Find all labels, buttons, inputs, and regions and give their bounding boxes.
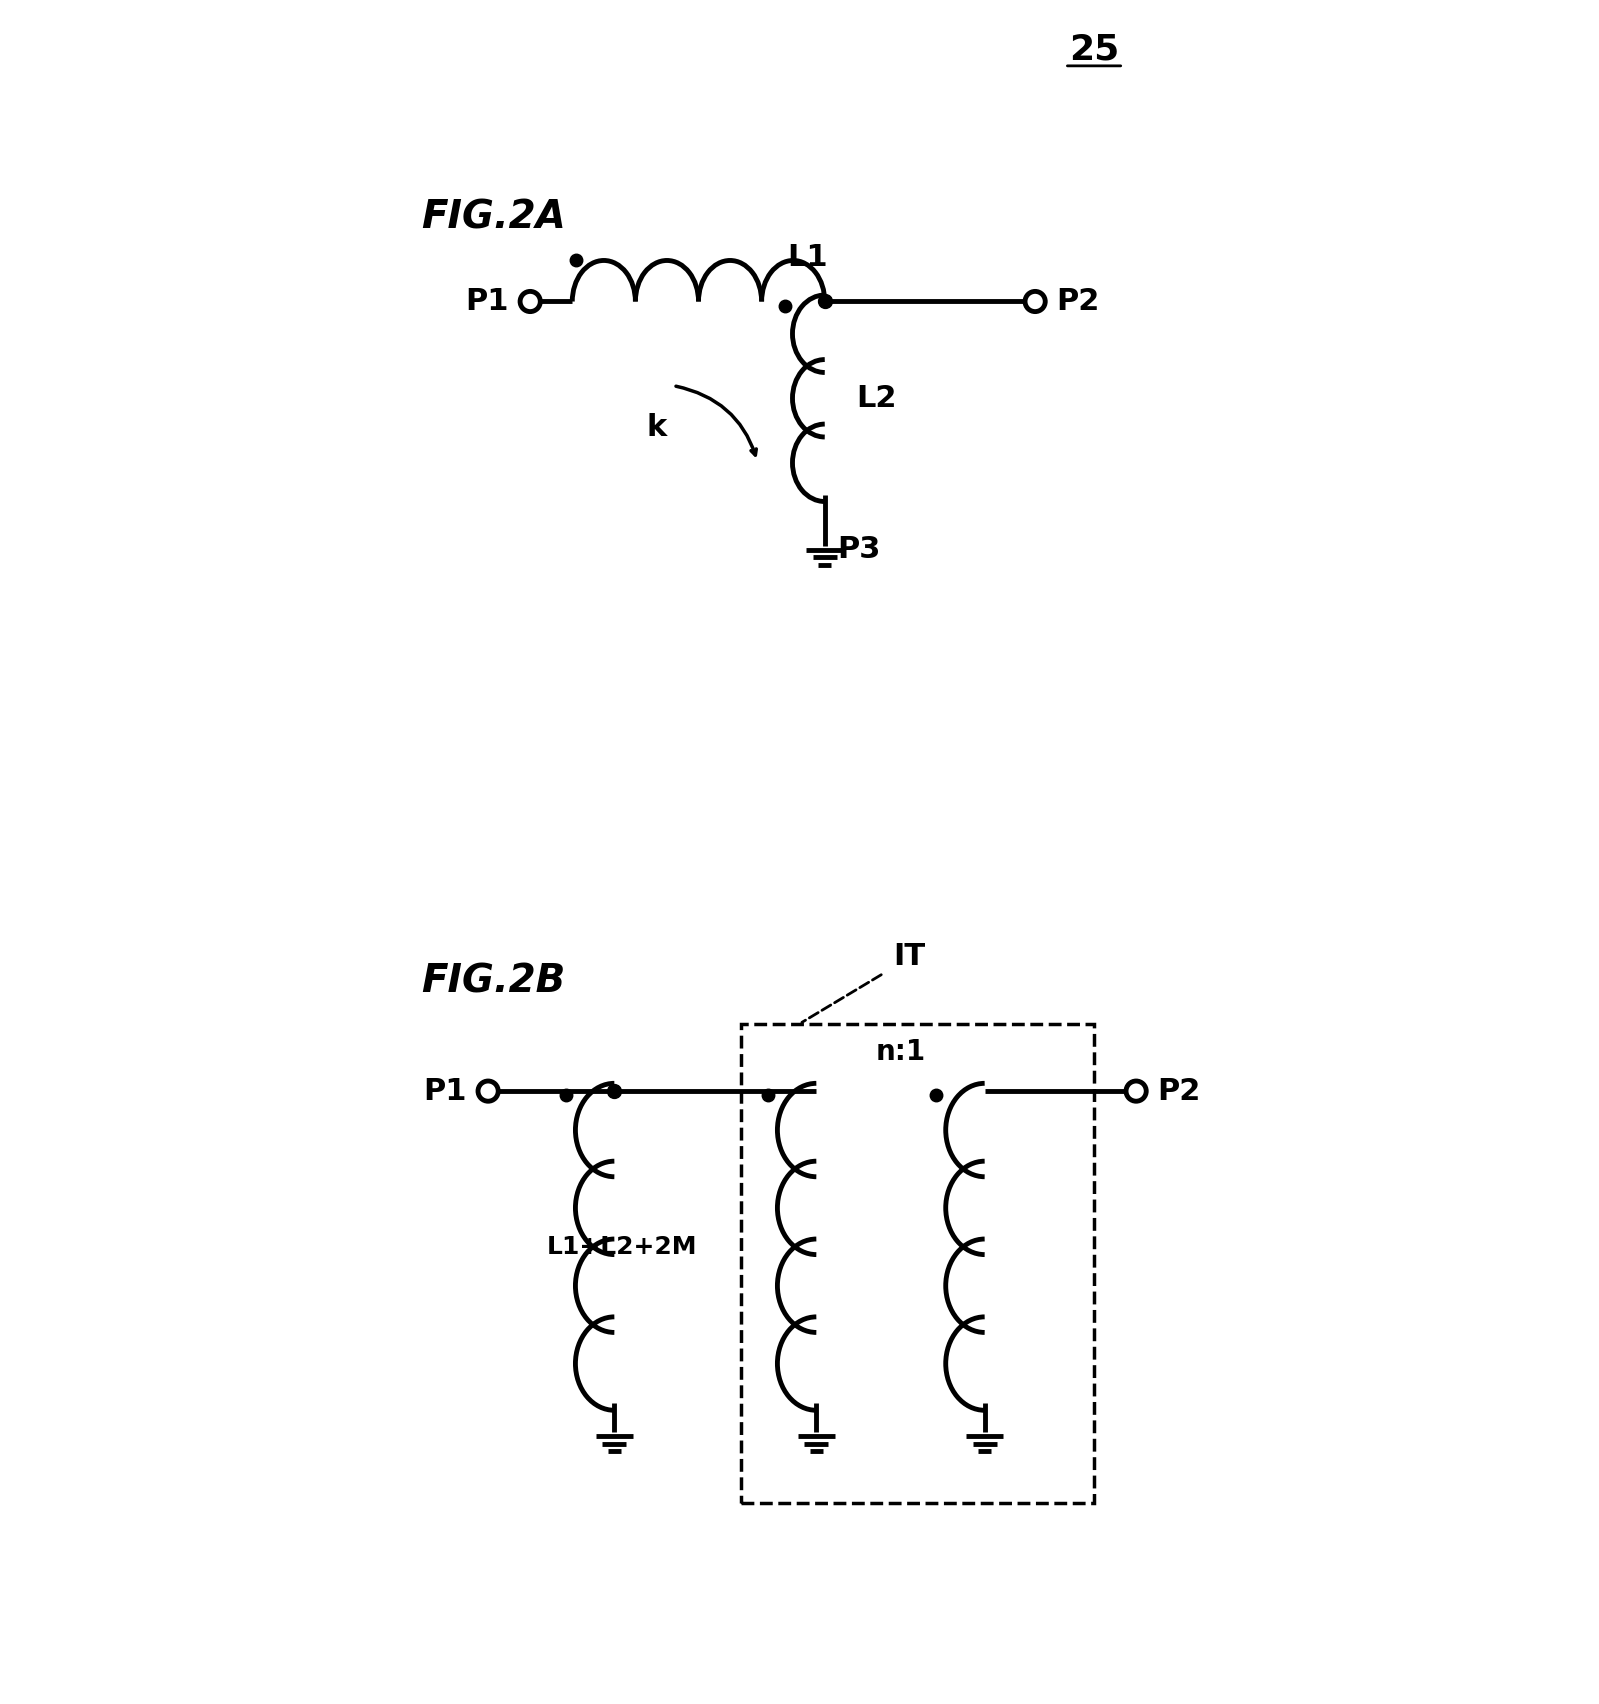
Text: P3: P3 — [838, 535, 881, 564]
Text: P1: P1 — [465, 286, 508, 315]
Text: P2: P2 — [1158, 1077, 1201, 1106]
Text: IT: IT — [892, 942, 924, 971]
Text: P2: P2 — [1057, 286, 1100, 315]
Text: L1: L1 — [788, 244, 828, 273]
Text: 25: 25 — [1068, 32, 1119, 66]
Text: L2: L2 — [857, 383, 897, 412]
Text: n:1: n:1 — [875, 1038, 926, 1067]
Text: k: k — [646, 414, 667, 443]
Text: P1: P1 — [424, 1077, 467, 1106]
Text: L1+L2+2M: L1+L2+2M — [547, 1235, 697, 1259]
Text: FIG.2A: FIG.2A — [421, 198, 566, 237]
Text: FIG.2B: FIG.2B — [421, 963, 564, 1000]
